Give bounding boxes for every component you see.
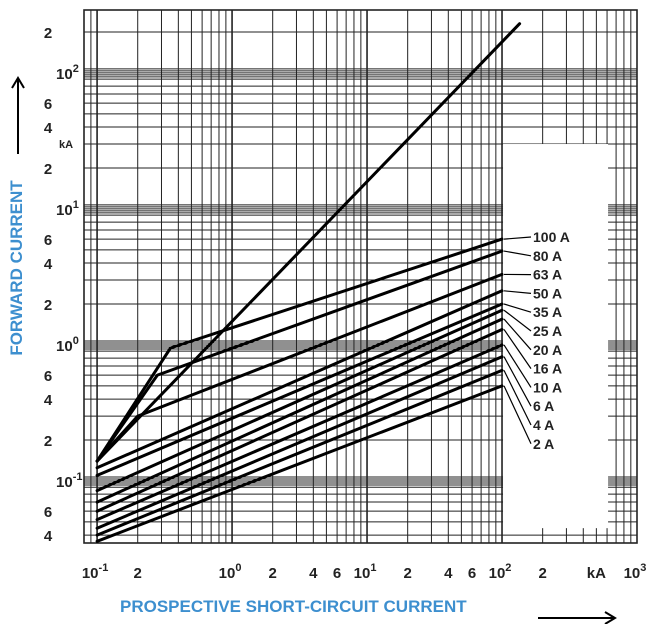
x-axis-arrow — [538, 611, 617, 624]
y-tick-label: 2 — [44, 433, 52, 450]
x-unit-label: kA — [587, 565, 606, 582]
x-tick-label: 4 — [444, 565, 453, 582]
y-tick-label: 6 — [44, 232, 52, 249]
x-tick-label: 4 — [309, 565, 318, 582]
y-tick-label: 2 — [44, 161, 52, 178]
y-tick-label: 2 — [44, 297, 52, 314]
x-tick-label: 6 — [333, 565, 341, 582]
series-line — [95, 289, 504, 470]
x-tick-label: 2 — [404, 565, 412, 582]
x-tick-label: 102 — [489, 562, 512, 582]
x-tick-label: 2 — [269, 565, 277, 582]
y-tick-label: 4 — [44, 528, 53, 545]
y-tick-label: 2 — [44, 25, 52, 42]
series-label-leader — [503, 309, 532, 332]
series-label: 6 A — [533, 398, 554, 414]
series-label-leader — [503, 329, 532, 369]
series-line — [95, 317, 504, 504]
x-tick-label: 101 — [354, 562, 377, 582]
y-tick-label: 4 — [44, 120, 53, 137]
series-label-leader — [503, 236, 532, 240]
series-label: 25 A — [533, 323, 562, 339]
series-line — [95, 272, 504, 463]
series-label-leader — [503, 385, 532, 445]
series-label: 16 A — [533, 361, 562, 377]
series-line — [95, 249, 504, 463]
series-label-leader — [503, 356, 532, 407]
series-label-leader — [503, 290, 532, 294]
series-label-leader — [503, 250, 532, 257]
series-line — [95, 308, 504, 493]
series-label: 10 A — [533, 379, 562, 395]
series-label: 63 A — [533, 267, 562, 283]
series-line — [95, 343, 504, 522]
series-line — [95, 302, 504, 477]
x-axis-title: PROSPECTIVE SHORT-CIRCUIT CURRENT — [120, 597, 467, 616]
y-tick-label: 102 — [56, 63, 79, 83]
y-tick-label: 4 — [44, 392, 53, 409]
series-label: 2 A — [533, 436, 554, 452]
peak-current-line — [95, 22, 522, 463]
x-tick-labels: 10-1 2 100 2 4 6 101 2 4 6 102 2 103 — [82, 562, 647, 582]
y-axis-arrow — [11, 76, 25, 154]
series-label: 35 A — [533, 304, 562, 320]
y-axis-title: FORWARD CURRENT — [7, 180, 26, 356]
x-tick-label: 103 — [624, 562, 647, 582]
series-label-leader — [503, 318, 532, 351]
y-tick-label: 6 — [44, 368, 52, 385]
x-tick-label: 2 — [134, 565, 142, 582]
y-tick-label: 101 — [56, 199, 79, 219]
series-line — [95, 237, 504, 463]
series-label: 100 A — [533, 229, 570, 245]
series-lines — [95, 22, 522, 543]
series-label: 4 A — [533, 417, 554, 433]
x-tick-label: 100 — [219, 562, 242, 582]
legend-background — [503, 144, 609, 529]
series-labels: 100 A 80 A 63 A 50 A 35 A 25 A 20 A 16 A 10 A 6 A… — [503, 229, 570, 452]
x-tick-label: 10-1 — [82, 562, 108, 582]
series-line — [95, 328, 504, 513]
series-label-leader — [503, 370, 532, 426]
x-tick-label: 2 — [538, 565, 546, 582]
x-tick-label: 6 — [468, 565, 476, 582]
y-tick-label: 10-1 — [56, 471, 82, 491]
y-tick-label: 100 — [56, 335, 79, 355]
series-line — [95, 368, 504, 537]
series-label: 20 A — [533, 342, 562, 358]
y-tick-label: 6 — [44, 96, 52, 113]
y-unit-label: kA — [59, 139, 73, 151]
series-line — [95, 384, 504, 543]
y-tick-label: 6 — [44, 504, 52, 521]
series-label-leader — [503, 344, 532, 388]
series-label-leader — [503, 303, 532, 313]
series-line — [95, 355, 504, 530]
series-label: 50 A — [533, 285, 562, 301]
y-tick-label: 4 — [44, 256, 53, 273]
series-label: 80 A — [533, 248, 562, 264]
